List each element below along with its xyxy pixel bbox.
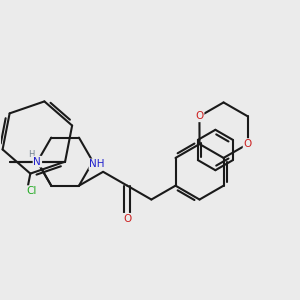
Text: O: O <box>123 214 131 224</box>
Text: N: N <box>34 157 41 166</box>
Text: Cl: Cl <box>26 186 37 196</box>
Text: O: O <box>244 139 252 149</box>
Text: H: H <box>28 150 34 159</box>
Text: NH: NH <box>89 159 105 170</box>
Text: O: O <box>195 111 204 121</box>
